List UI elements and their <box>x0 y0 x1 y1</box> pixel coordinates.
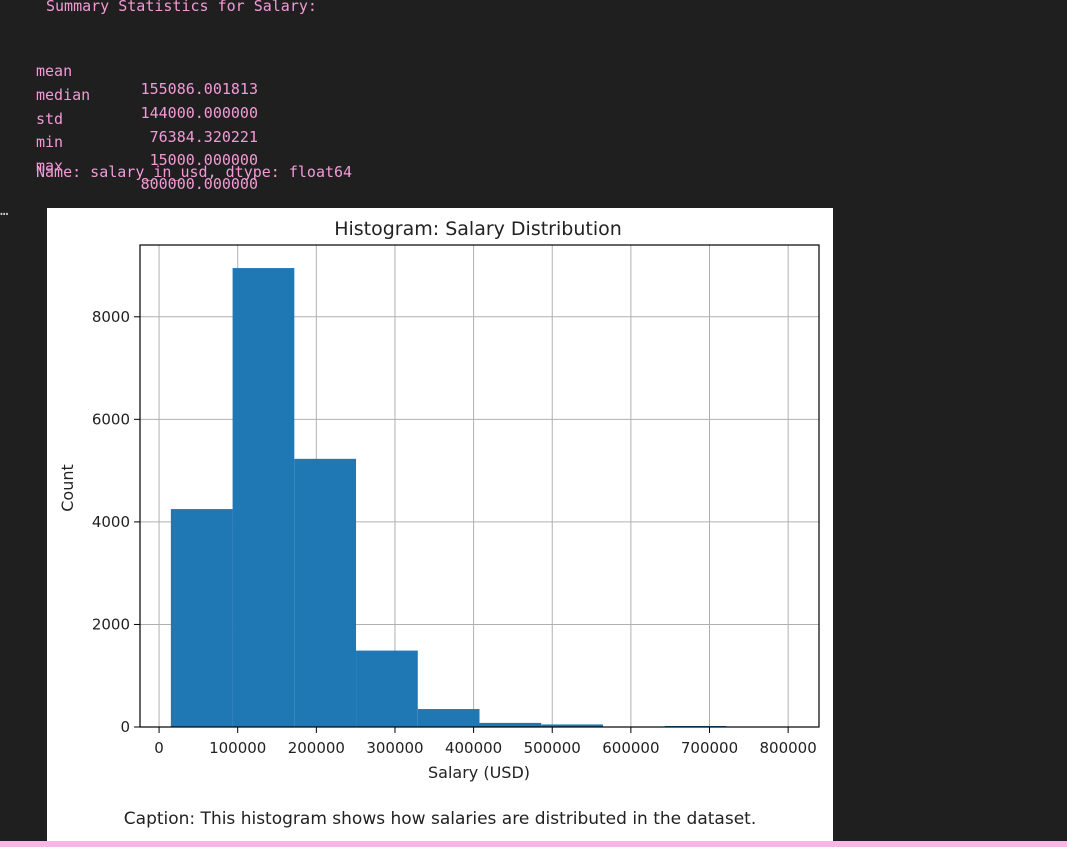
x-tick-label: 0 <box>154 739 164 757</box>
y-tick-label: 0 <box>120 718 130 736</box>
output-more-icon[interactable]: … <box>0 203 9 219</box>
x-tick-label: 100000 <box>209 739 266 757</box>
stat-row-min: min 15000.000000 <box>36 115 258 169</box>
x-axis-label: Salary (USD) <box>428 763 530 782</box>
y-tick-label: 6000 <box>92 410 130 428</box>
x-tick-label: 600000 <box>602 739 659 757</box>
summary-title: Summary Statistics for Salary: <box>46 0 317 15</box>
stat-row-std: std 76384.320221 <box>36 92 258 146</box>
histogram-bar <box>541 724 603 727</box>
bottom-status-bar <box>0 841 1067 847</box>
y-tick-label: 2000 <box>92 615 130 633</box>
histogram-bar <box>479 722 542 727</box>
histogram-bar <box>417 709 480 727</box>
stat-value: 76384.320221 <box>149 128 258 146</box>
stat-key: mean <box>36 62 73 80</box>
chart-caption: Caption: This histogram shows how salari… <box>123 809 757 829</box>
stat-key: std <box>36 110 64 128</box>
stat-value: 15000.000000 <box>149 151 258 169</box>
x-tick-label: 200000 <box>288 739 345 757</box>
stat-row-mean: mean 155086.001813 <box>36 44 258 98</box>
stat-value: 144000.000000 <box>140 104 258 122</box>
x-tick-label: 800000 <box>760 739 817 757</box>
stat-key: max <box>36 157 64 175</box>
histogram-bar <box>294 458 357 727</box>
stat-key: min <box>36 133 64 151</box>
histogram-chart: Histogram: Salary Distribution 0 100000 20… <box>58 218 820 782</box>
x-tick-label: 700000 <box>681 739 738 757</box>
y-axis-label: Count <box>58 464 77 512</box>
histogram-figure: Histogram: Salary Distribution 0 100000 20… <box>47 208 833 841</box>
x-tick-label: 500000 <box>524 739 581 757</box>
series-name-line: Name: salary_in_usd, dtype: float64 <box>36 163 353 181</box>
stat-value: 800000.000000 <box>140 175 258 193</box>
stat-value: 155086.001813 <box>140 80 258 98</box>
plot-frame <box>139 244 820 728</box>
x-tick-label: 300000 <box>366 739 423 757</box>
histogram-bar <box>170 509 233 727</box>
histogram-bar <box>356 650 418 727</box>
stat-row-median: median 144000.000000 <box>36 68 258 122</box>
stat-row-max: max 800000.000000 <box>36 139 258 193</box>
chart-title: Histogram: Salary Distribution <box>334 218 622 240</box>
histogram-bar <box>232 268 295 727</box>
stat-key: median <box>36 86 91 104</box>
y-tick-label: 4000 <box>92 513 130 531</box>
y-tick-label: 8000 <box>92 308 130 326</box>
x-tick-label: 400000 <box>445 739 502 757</box>
